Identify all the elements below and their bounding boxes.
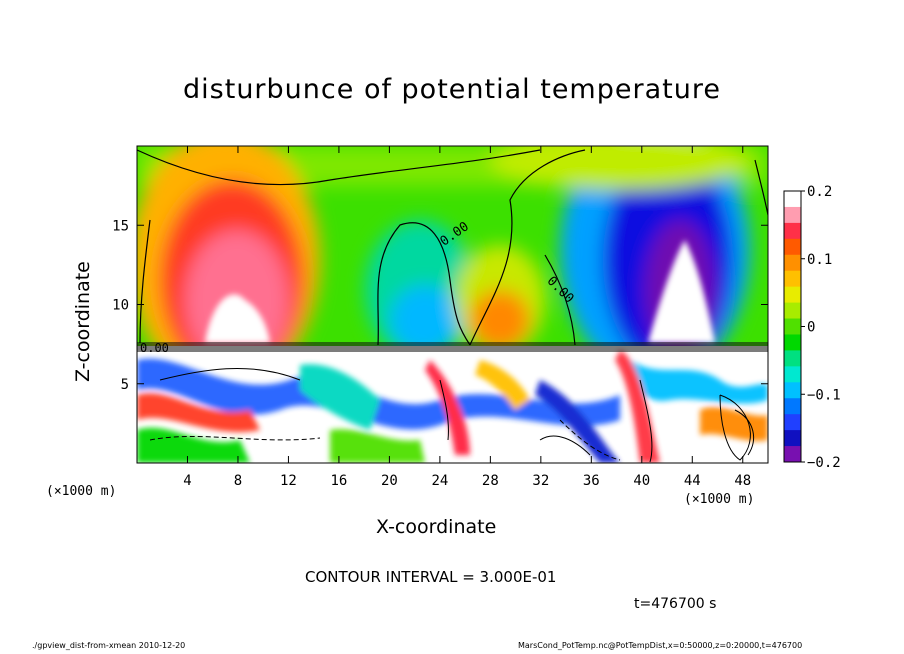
x-tick-label: 28 [482,473,499,489]
x-tick-label: 4 [183,473,191,489]
y-tick-label: 10 [112,298,129,314]
colorbar: 0.2 0.1 0 −0.1 −0.2 [783,184,841,471]
x-tick-label: 16 [330,473,347,489]
x-tick-label: 8 [234,473,242,489]
colorbar-tick-label: −0.1 [807,387,841,403]
colorbar-swatch [784,414,801,431]
colorbar-swatch [784,238,801,256]
y-axis: 5 10 15 [112,218,768,393]
time-label: t=476700 s [634,596,717,612]
contour-interval-label: CONTOUR INTERVAL = 3.000E-01 [305,568,557,586]
colorbar-swatch [784,334,801,351]
x-tick-label: 44 [684,473,701,489]
x-tick-label: 48 [734,473,751,489]
x-tick-label: 40 [633,473,650,489]
footer-data-source: MarsCond_PotTemp.nc@PotTempDist,x=0:5000… [518,641,803,650]
footer-script-name: ./gpview_dist-from-xmean 2010-12-20 [32,641,186,650]
colorbar-swatch [784,318,801,335]
heatmap-field [137,146,768,463]
colorbar-swatch [784,286,801,304]
x-tick-label: 24 [431,473,448,489]
x-tick-label: 20 [381,473,398,489]
contour-label: 0.00 [140,341,169,355]
colorbar-swatch [784,398,801,415]
colorbar-tick-label: −0.2 [807,455,841,471]
x-tick-label: 12 [280,473,297,489]
colorbar-tick-label: 0 [807,320,815,336]
colorbar-tick-label: 0.2 [807,184,832,200]
colorbar-swatch [784,446,801,463]
chart-title: disturbunce of potential temperature [183,74,721,105]
colorbar-swatch [784,191,801,208]
colorbar-swatch [784,270,801,288]
x-tick-label: 36 [583,473,600,489]
y-tick-label: 15 [112,218,129,234]
x-axis: 4 8 12 16 20 24 28 32 36 40 44 48 [183,146,751,489]
y-axis-label: Z-coordinate [72,261,94,382]
colorbar-swatch [784,382,801,399]
y-tick-label: 5 [121,377,129,393]
colorbar-swatch [784,222,801,240]
colorbar-tick-label: 0.1 [807,252,832,268]
colorbar-swatch [784,350,801,367]
x-axis-label: X-coordinate [376,516,497,538]
x-unit-label: (×1000 m) [46,484,117,499]
colorbar-swatch [784,206,801,224]
colorbar-swatch [784,366,801,383]
x-tick-label: 32 [532,473,549,489]
colorbar-swatch [784,302,801,320]
x-unit-label-right: (×1000 m) [684,492,755,507]
colorbar-swatch [784,430,801,447]
colorbar-swatch [784,254,801,272]
